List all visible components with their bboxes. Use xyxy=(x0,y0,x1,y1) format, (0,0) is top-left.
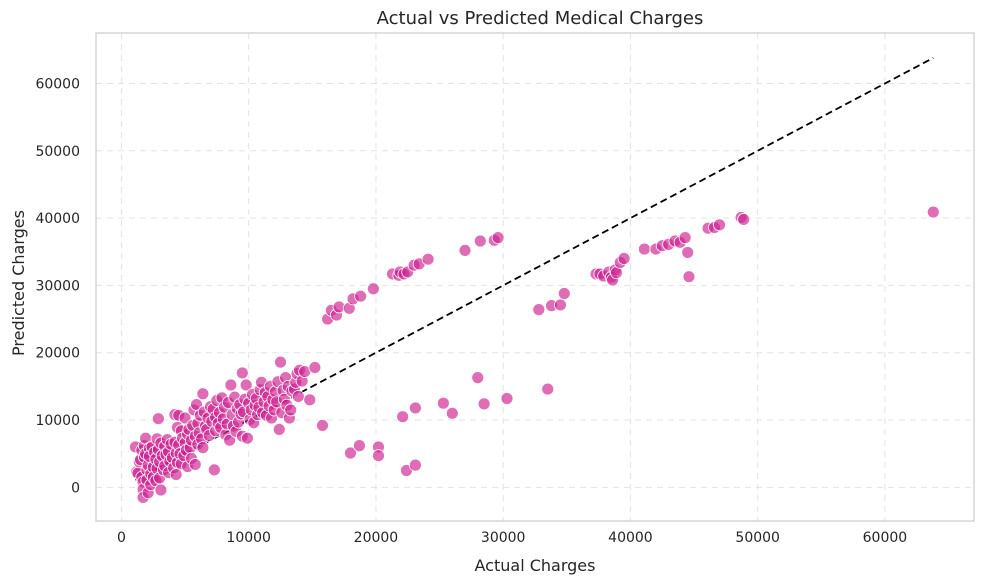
data-point xyxy=(284,403,298,417)
y-tick-label: 60000 xyxy=(35,76,80,92)
data-point xyxy=(188,458,202,471)
data-point xyxy=(241,431,254,445)
data-point xyxy=(235,366,249,380)
data-point xyxy=(473,234,487,248)
data-point xyxy=(151,412,165,426)
plot-frame xyxy=(95,32,975,522)
data-point xyxy=(436,396,450,410)
reference-line xyxy=(135,57,934,481)
data-point xyxy=(366,282,380,296)
grid-lines xyxy=(96,33,974,521)
data-point xyxy=(477,397,491,411)
y-tick-label: 40000 xyxy=(35,211,80,227)
x-tick-label: 30000 xyxy=(481,530,526,546)
data-point xyxy=(272,423,286,436)
x-tick-label: 40000 xyxy=(608,530,653,546)
y-axis-label: Predicted Charges xyxy=(9,210,28,356)
data-point xyxy=(541,382,555,396)
x-axis-label: Actual Charges xyxy=(475,556,596,575)
data-point xyxy=(223,433,237,447)
data-point xyxy=(224,378,238,392)
y-tick-labels: 0 10000 20000 30000 40000 50000 60000 xyxy=(35,76,80,496)
y-tick-label: 30000 xyxy=(35,278,80,294)
data-point xyxy=(678,231,692,245)
data-point xyxy=(617,252,631,265)
data-point xyxy=(500,392,514,405)
x-tick-label: 60000 xyxy=(863,530,908,546)
y-tick-label: 50000 xyxy=(35,144,80,160)
x-tick-label: 50000 xyxy=(735,530,780,546)
data-point xyxy=(196,387,210,401)
data-point xyxy=(926,205,940,219)
data-point xyxy=(316,419,329,432)
data-point xyxy=(554,298,567,312)
data-point xyxy=(352,439,366,453)
data-point xyxy=(638,242,651,256)
x-tick-label: 0 xyxy=(117,530,126,546)
chart-title: Actual vs Predicted Medical Charges xyxy=(377,8,704,29)
data-points xyxy=(129,205,940,504)
data-point xyxy=(421,252,435,266)
data-point xyxy=(532,303,546,317)
data-point xyxy=(408,458,422,472)
data-point xyxy=(458,244,472,257)
x-tick-labels: 0 10000 20000 30000 40000 50000 60000 xyxy=(117,530,907,546)
data-point xyxy=(196,441,210,455)
data-point xyxy=(308,361,322,374)
data-point xyxy=(154,483,168,497)
data-point xyxy=(239,378,253,392)
data-point xyxy=(713,218,726,232)
data-point xyxy=(737,213,751,226)
data-point xyxy=(169,468,183,481)
data-point xyxy=(681,246,695,259)
data-point xyxy=(354,289,368,303)
data-point xyxy=(344,446,357,460)
data-point xyxy=(207,463,221,477)
y-tick-label: 0 xyxy=(71,480,80,496)
data-point xyxy=(491,231,505,245)
data-point xyxy=(274,355,287,369)
data-point xyxy=(445,406,459,420)
data-point xyxy=(408,401,422,415)
data-point xyxy=(372,449,385,463)
data-point xyxy=(471,371,485,385)
x-tick-label: 20000 xyxy=(354,530,399,546)
x-tick-label: 10000 xyxy=(226,530,271,546)
data-point xyxy=(291,390,305,403)
y-tick-label: 20000 xyxy=(35,346,80,362)
data-point xyxy=(303,393,317,407)
data-point xyxy=(396,410,410,424)
data-point xyxy=(557,287,571,300)
data-point xyxy=(682,270,696,284)
y-tick-label: 10000 xyxy=(35,413,80,429)
